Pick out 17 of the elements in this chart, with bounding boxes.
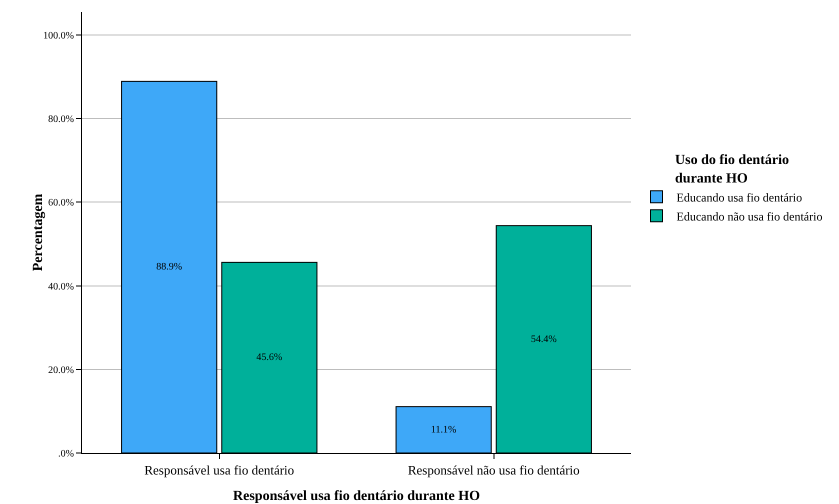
y-tick-label: 80.0% bbox=[48, 114, 74, 126]
data-label: 54.4% bbox=[530, 334, 557, 345]
legend-title: Uso do fio dentário durante HO bbox=[675, 153, 789, 186]
y-tick-label: 40.0% bbox=[48, 281, 74, 292]
y-tick-label: .0% bbox=[58, 448, 74, 460]
y-tick-label: 100.0% bbox=[43, 30, 74, 42]
legend-label: Educando usa fio dentário bbox=[676, 190, 802, 204]
data-label: 45.6% bbox=[256, 352, 282, 364]
x-tick-label: Responsável usa fio dentário bbox=[144, 462, 294, 478]
x-tick-label: Responsável não usa fio dentário bbox=[408, 462, 580, 478]
y-tick-label: 60.0% bbox=[48, 198, 74, 209]
data-label: 88.9% bbox=[156, 262, 182, 273]
data-label: 11.1% bbox=[430, 424, 456, 436]
x-axis-title: Responsável usa fio dentário durante HO bbox=[233, 489, 480, 504]
y-tick-label: 20.0% bbox=[48, 364, 74, 376]
y-axis-title: Percentagem bbox=[31, 193, 46, 272]
legend-label: Educando não usa fio dentário bbox=[676, 209, 822, 224]
